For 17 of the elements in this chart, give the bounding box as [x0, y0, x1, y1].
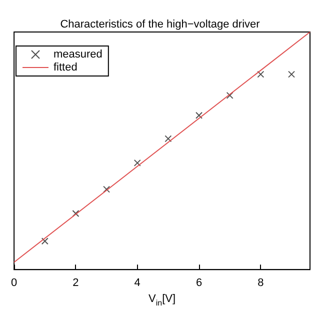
x-tick-label: 2: [72, 277, 79, 290]
point: [164, 135, 172, 142]
x-tick-label: 0: [10, 277, 18, 290]
point: [134, 159, 141, 166]
point: [72, 210, 80, 218]
point: [196, 112, 203, 119]
legend-label: measured: [54, 48, 102, 60]
x-tick-label: 8: [258, 277, 264, 290]
legend-label: fitted: [54, 62, 78, 74]
point: [41, 238, 48, 245]
x-tick-label: 4: [134, 277, 140, 290]
point: [288, 70, 296, 78]
x-tick-label: 6: [196, 277, 202, 290]
chart-title: Characteristics of the high−voltage driver: [60, 18, 260, 30]
point: [103, 186, 110, 193]
point: [226, 92, 234, 99]
point: [257, 70, 264, 78]
